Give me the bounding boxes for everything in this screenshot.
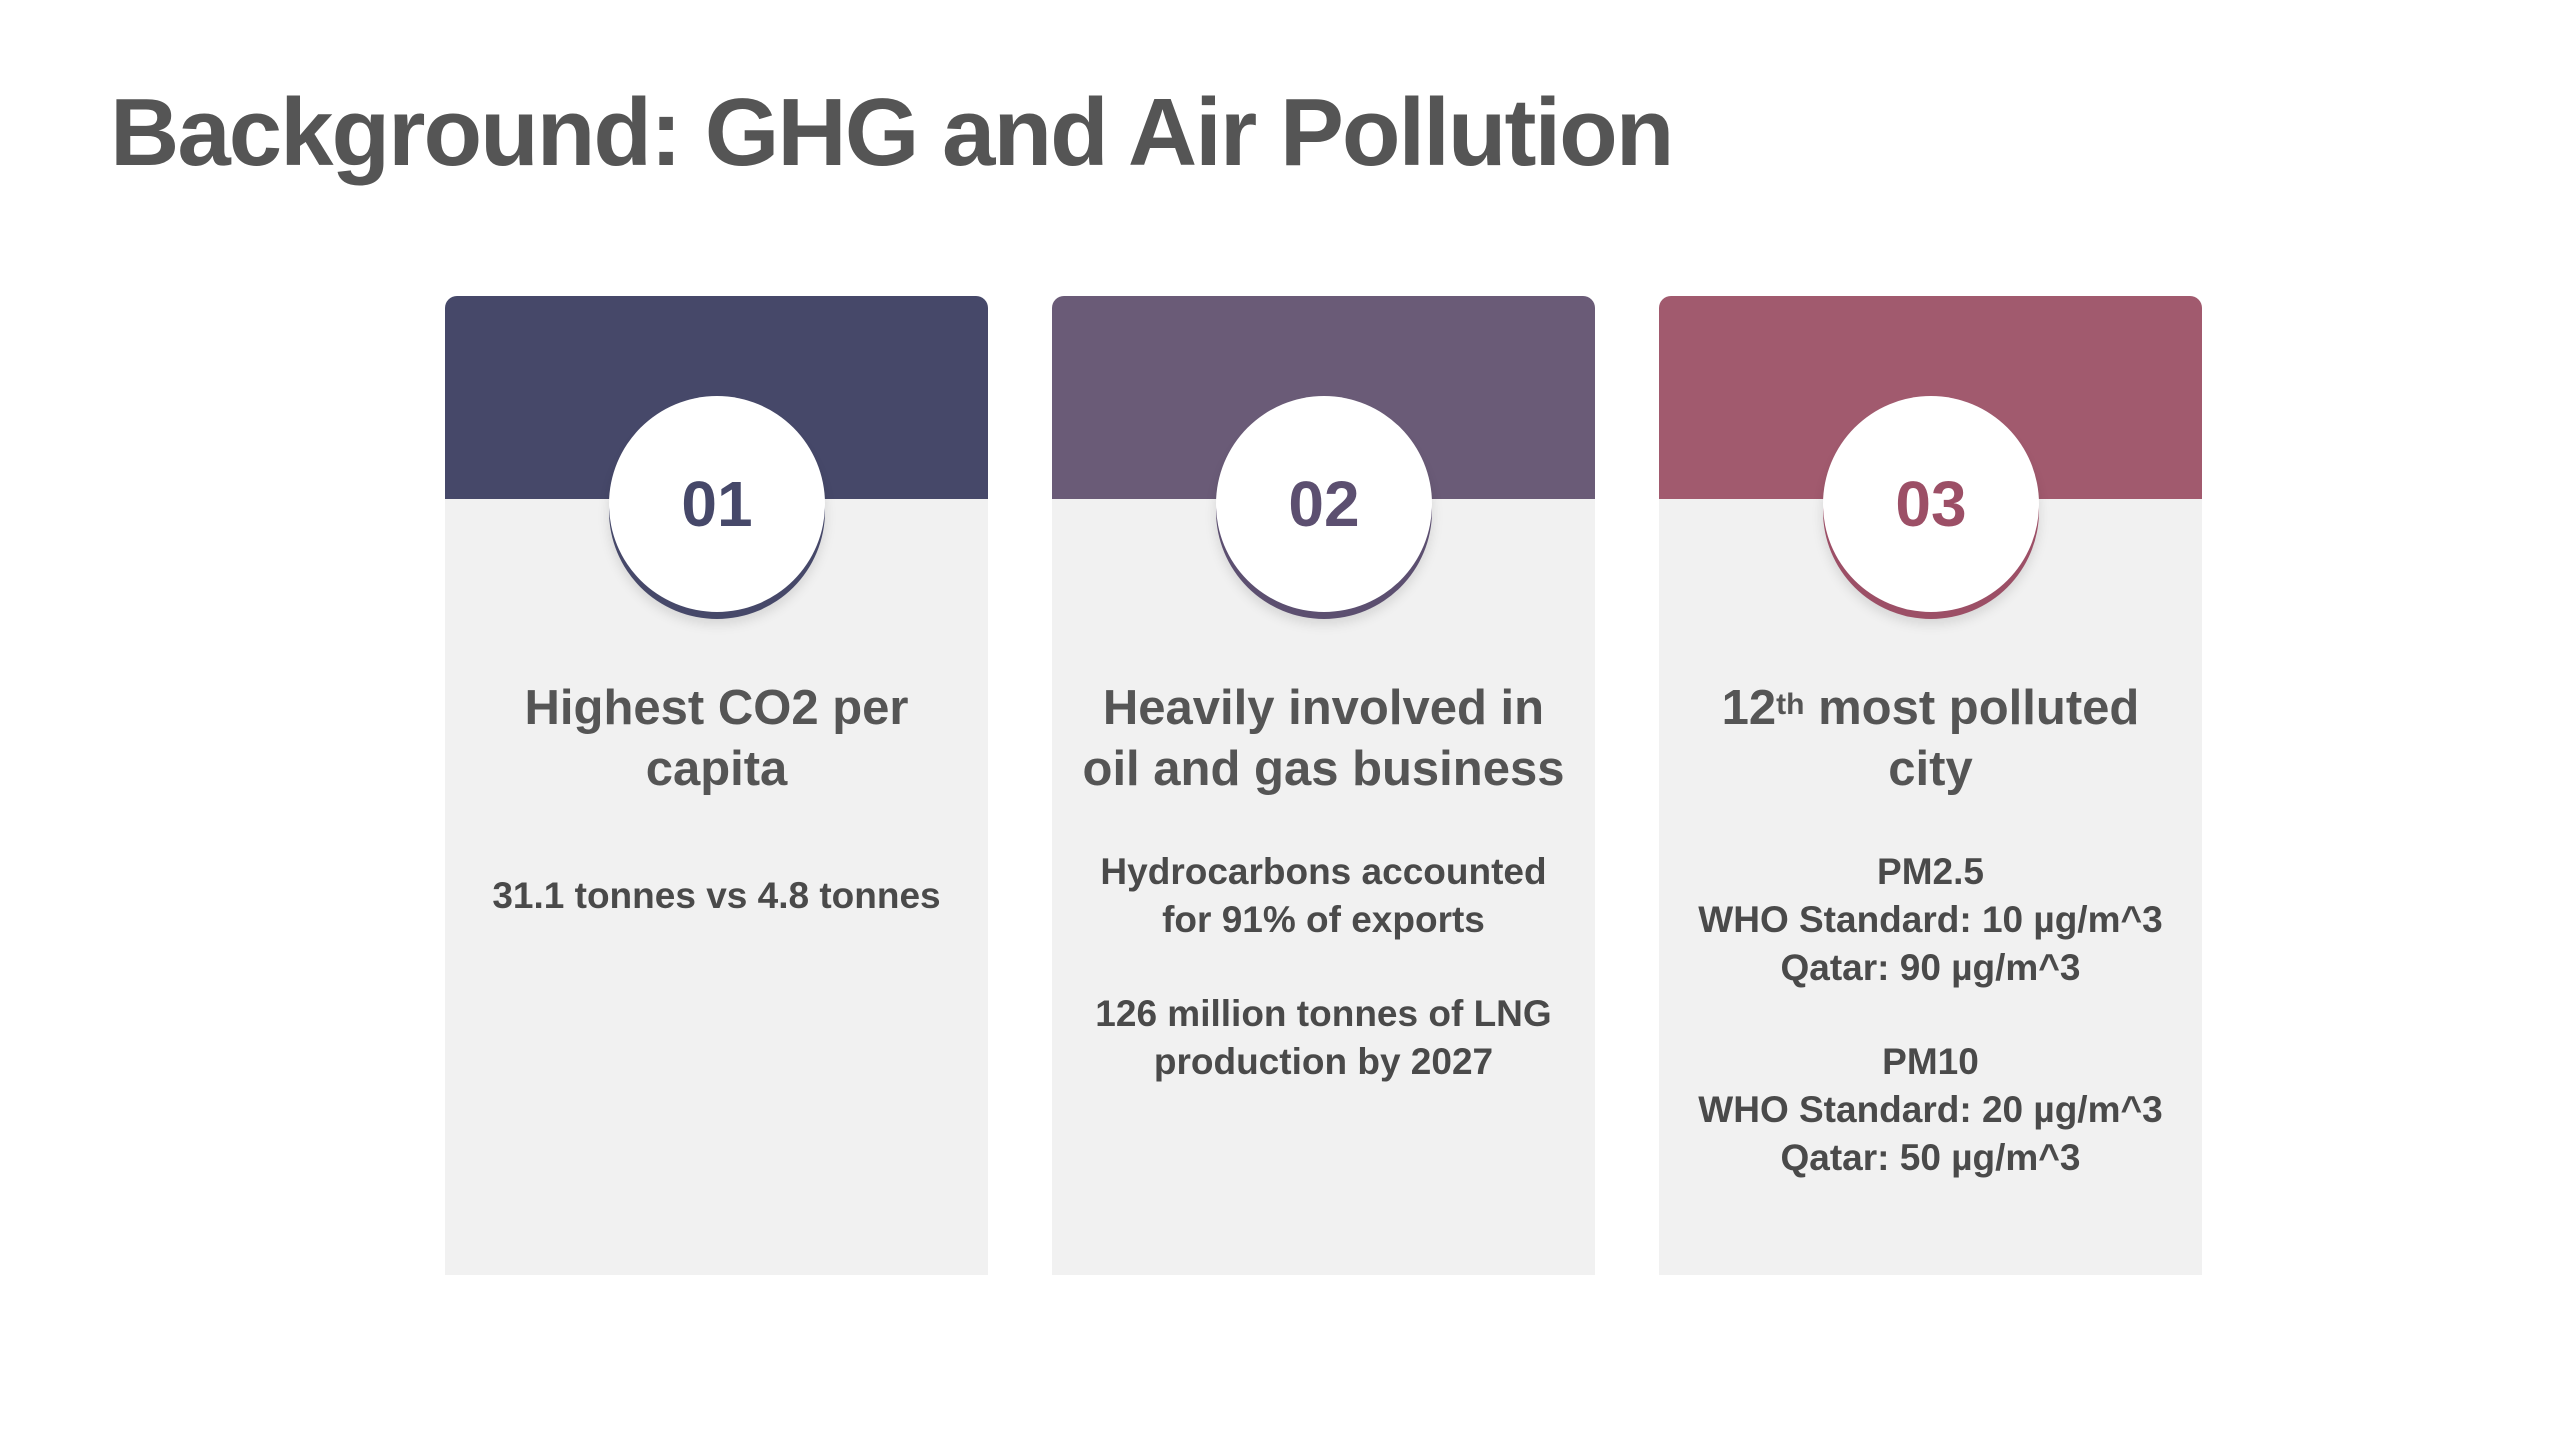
card-body: PM2.5 WHO Standard: 10 µg/m^3 Qatar: 90 … [1679,848,2182,1182]
number-badge: 01 [609,396,825,612]
pm25-block: PM2.5 WHO Standard: 10 µg/m^3 Qatar: 90 … [1679,848,2182,992]
card-body: Hydrocarbons accounted for 91% of export… [1072,848,1575,1086]
pm-label: PM2.5 [1877,851,1984,892]
card-heading: Highest CO2 per capita [524,681,909,796]
heading-text: most polluted city [1804,681,2140,796]
card-body-text: 126 million tonnes of LNG production by … [1095,993,1552,1082]
number-badge: 03 [1823,396,2039,612]
heading-rank: 12 [1721,681,1777,735]
card-body-text: Hydrocarbons accounted for 91% of export… [1100,851,1547,940]
who-standard: WHO Standard: 10 µg/m^3 [1698,899,2163,940]
slide-title: Background: GHG and Air Pollution [110,79,1674,186]
card-heading: Heavily involved in oil and gas business [1082,681,1565,796]
qatar-value: Qatar: 50 µg/m^3 [1780,1137,2081,1178]
who-standard: WHO Standard: 20 µg/m^3 [1698,1089,2163,1130]
card-heading: 12th most polluted city [1679,678,2182,800]
card-most-polluted-city: 03 12th most polluted city PM2.5 WHO Sta… [1659,296,2202,1275]
card-oil-and-gas: 02 Heavily involved in oil and gas busin… [1052,296,1595,1275]
heading-superscript: th [1776,688,1805,721]
card-highest-co2: 01 Highest CO2 per capita 31.1 tonnes vs… [445,296,988,1275]
card-body-text: 31.1 tonnes vs 4.8 tonnes [492,875,941,916]
qatar-value: Qatar: 90 µg/m^3 [1780,947,2081,988]
number-badge: 02 [1216,396,1432,612]
pm-label: PM10 [1882,1041,1979,1082]
pm10-block: PM10 WHO Standard: 20 µg/m^3 Qatar: 50 µ… [1679,1038,2182,1182]
card-body: 31.1 tonnes vs 4.8 tonnes [465,872,968,920]
